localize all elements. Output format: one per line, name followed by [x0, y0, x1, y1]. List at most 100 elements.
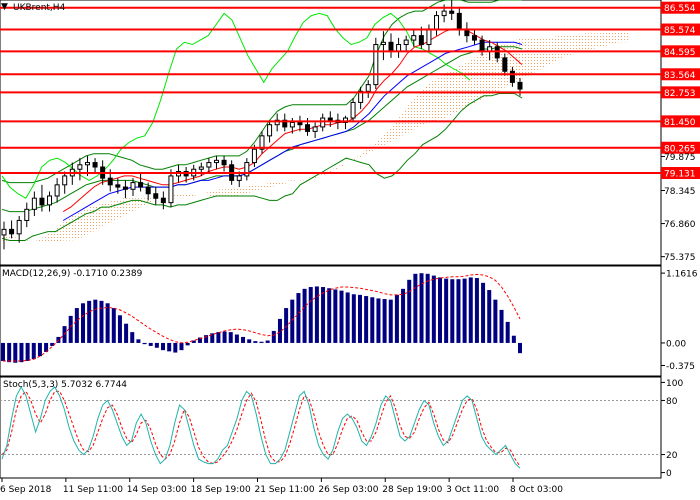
macd-tick-label: 1.1616	[666, 270, 698, 280]
macd-frame	[0, 265, 662, 377]
macd-bar	[388, 299, 393, 343]
macd-bar	[339, 290, 344, 343]
candle	[138, 173, 144, 192]
macd-bar	[345, 292, 350, 343]
bear-candle-body	[305, 124, 311, 132]
pane-headers: ▼ UKBrent,H4 MACD(12,26,9) -0.1710 0.238…	[1, 2, 143, 390]
macd-bar	[370, 297, 375, 343]
level-price-label: 84.595	[664, 48, 696, 58]
bear-candle-body	[479, 39, 485, 52]
bull-candle-body	[358, 90, 364, 103]
stochastic-title: Stoch(5,3,3) 5.7032 6.7744	[3, 380, 127, 390]
bear-candle-body	[282, 119, 288, 128]
bull-candle-body	[342, 117, 348, 123]
macd-bar	[216, 332, 221, 343]
macd-bar	[37, 342, 42, 357]
bull-candle-body	[24, 208, 30, 221]
macd-bar	[357, 294, 362, 343]
stochastic-signal-line	[1, 390, 521, 467]
bull-candle-body	[206, 162, 212, 168]
macd-bar	[179, 342, 184, 351]
macd-bar	[234, 334, 239, 343]
candle	[122, 180, 128, 199]
bear-candle-body	[9, 228, 15, 235]
price-tick-label: 79.875	[664, 153, 696, 163]
bull-candle-body	[320, 117, 326, 128]
macd-bar	[31, 342, 36, 360]
candle	[47, 191, 53, 212]
candle	[39, 184, 45, 212]
macd-bar	[68, 315, 73, 343]
stochastic-tick-label: 0	[666, 469, 672, 479]
bull-candle-body	[1, 228, 7, 236]
bear-candle-body	[160, 197, 166, 204]
candle	[213, 155, 219, 170]
macd-bar	[111, 308, 116, 343]
macd-bar	[222, 331, 227, 343]
level-price-tag	[661, 167, 700, 180]
candle	[153, 187, 159, 205]
macd-bar	[241, 336, 246, 343]
ichimoku-cloud	[2, 31, 628, 243]
candle	[31, 191, 37, 217]
candle	[350, 97, 356, 123]
bear-candle-body	[449, 10, 455, 14]
macd-bar	[505, 321, 510, 343]
macd-bar	[382, 299, 387, 343]
bollinger-lower	[1, 93, 523, 241]
bull-candle-body	[441, 10, 447, 17]
macd-pane[interactable]: 1.1616 0.00 -0.375	[0, 265, 698, 377]
macd-bar	[511, 335, 516, 343]
macd-bar	[228, 332, 233, 343]
stochastic-pane[interactable]: 100 80 20 0	[0, 376, 683, 479]
candle	[358, 86, 364, 110]
bull-candle-body	[31, 197, 37, 210]
bear-candle-body	[327, 117, 333, 121]
level-price-tag	[661, 115, 700, 128]
price-pane[interactable]: 86.554 85.574 84.595 83.564 82.753 81.450 80.2…	[0, 0, 700, 266]
macd-bar	[499, 309, 504, 343]
candle	[54, 178, 60, 203]
macd-bar	[81, 303, 86, 343]
level-price-label: 81.450	[664, 118, 696, 128]
macd-bar	[487, 290, 492, 343]
macd-bar	[161, 342, 166, 351]
bull-candle-body	[198, 166, 204, 170]
candle	[168, 169, 174, 208]
level-price-label: 82.753	[664, 89, 696, 99]
macd-bar	[468, 277, 473, 343]
level-price-tag	[661, 141, 700, 154]
candle	[456, 6, 462, 36]
candle	[160, 191, 166, 210]
macd-bar	[481, 282, 486, 343]
level-price-label: 83.564	[664, 71, 696, 81]
candle	[145, 182, 151, 201]
macd-bar	[474, 278, 479, 343]
level-price-tag	[661, 23, 700, 36]
bull-candle-body	[259, 135, 265, 150]
macd-tick-label: 0.00	[666, 339, 686, 349]
level-price-tag	[661, 68, 700, 81]
macd-bar	[13, 342, 18, 363]
bear-candle-body	[517, 81, 523, 90]
time-tick-label: 21 Sep 11:00	[255, 485, 315, 495]
bear-candle-body	[388, 41, 394, 52]
candle	[92, 158, 98, 174]
bear-candle-body	[107, 177, 113, 186]
macd-bar	[308, 287, 313, 343]
macd-bar	[462, 278, 467, 343]
bull-candle-body	[403, 39, 409, 46]
candle	[9, 220, 15, 239]
macd-bar	[327, 288, 332, 343]
macd-bar	[19, 342, 24, 363]
level-price-tag	[661, 1, 700, 14]
bull-candle-body	[16, 219, 22, 235]
candle	[221, 155, 227, 172]
macd-bar	[185, 342, 190, 346]
candle	[388, 33, 394, 58]
level-price-tag	[661, 45, 700, 58]
bear-candle-body	[39, 197, 45, 206]
macd-bar	[450, 279, 455, 343]
macd-bar	[277, 318, 282, 343]
